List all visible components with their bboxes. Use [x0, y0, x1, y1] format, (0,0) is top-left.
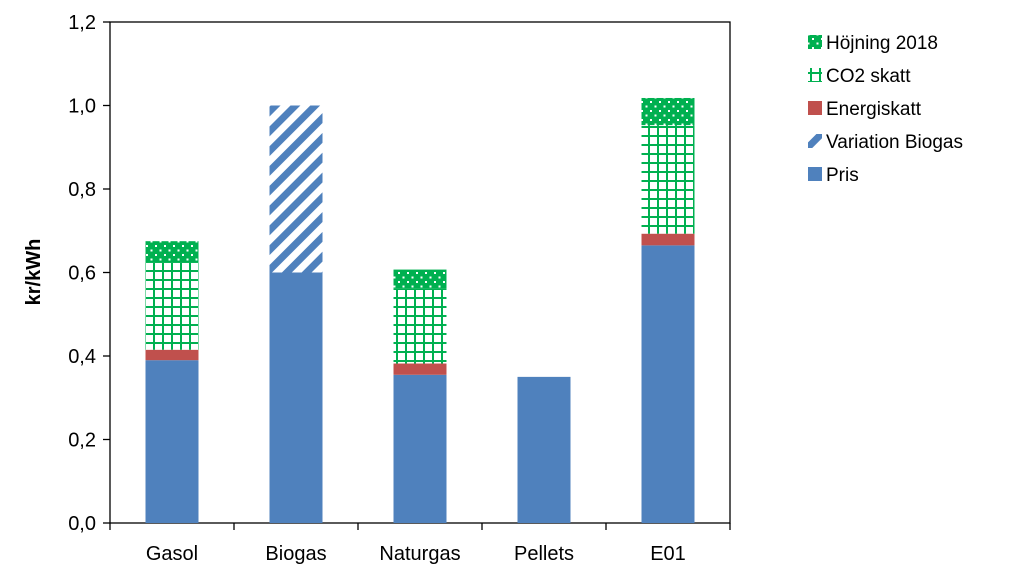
y-tick-label: 1,2: [68, 12, 96, 34]
y-axis-title: kr/kWh: [23, 239, 45, 306]
bar-naturgas-pris: [394, 375, 447, 523]
bar-e01-pris: [642, 245, 695, 523]
bar-gasol-energiskatt: [146, 350, 199, 360]
y-tick-label: 0,6: [68, 263, 96, 285]
bar-naturgas-hojning-2018: [394, 270, 447, 289]
legend-swatch-co2-skatt: [808, 68, 822, 82]
y-tick-label: 0,2: [68, 430, 96, 452]
y-tick-label: 0,4: [68, 346, 96, 368]
y-tick-label: 1,0: [68, 96, 96, 118]
legend-label-hojning-2018: Höjning 2018: [826, 33, 938, 54]
x-tick-labels: Gasol Biogas Naturgas Pellets E01: [146, 543, 686, 565]
legend-swatch-pris: [808, 167, 822, 181]
bar-biogas-pris: [270, 273, 323, 524]
legend-swatch-energiskatt: [808, 101, 822, 115]
legend-swatch-hojning-2018: [808, 35, 822, 49]
x-tick-label-gasol: Gasol: [146, 543, 198, 565]
legend-swatch-variation-biogas: [808, 134, 822, 148]
x-tick-label-naturgas: Naturgas: [379, 543, 460, 565]
x-tick-label-e01: E01: [650, 543, 686, 565]
legend-label-variation-biogas: Variation Biogas: [826, 132, 963, 153]
legend: Höjning 2018 CO2 skatt Energiskatt Variatio…: [808, 33, 963, 186]
bars-layer: [146, 98, 695, 523]
legend-label-pris: Pris: [826, 165, 859, 186]
bar-naturgas-co2-skatt: [394, 288, 447, 363]
x-tick-label-biogas: Biogas: [265, 543, 326, 565]
bar-e01-energiskatt: [642, 234, 695, 246]
bar-e01-hojning-2018: [642, 98, 695, 125]
bar-gasol-co2-skatt: [146, 262, 199, 350]
bar-pellets-pris: [518, 377, 571, 523]
y-tick-label: 0,0: [68, 513, 96, 535]
x-tick-label-pellets: Pellets: [514, 543, 574, 565]
y-tick-label: 0,8: [68, 179, 96, 201]
y-tick-labels: 0,0 0,2 0,4 0,6 0,8 1,0 1,2: [68, 12, 96, 535]
bar-gasol-hojning-2018: [146, 241, 199, 262]
legend-label-co2-skatt: CO2 skatt: [826, 66, 911, 87]
bar-gasol-pris: [146, 360, 199, 523]
bar-e01-co2-skatt: [642, 125, 695, 234]
bar-biogas-variation-biogas: [270, 106, 323, 273]
bar-naturgas-energiskatt: [394, 364, 447, 375]
legend-label-energiskatt: Energiskatt: [826, 99, 922, 120]
